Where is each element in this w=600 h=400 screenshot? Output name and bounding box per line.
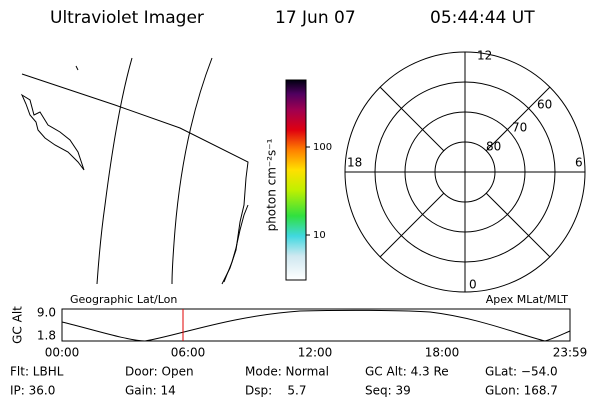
colorbar-tick-label: 100 — [313, 142, 332, 153]
orbit-left-title: Geographic Lat/Lon — [70, 293, 177, 306]
orbit-panel — [61, 308, 571, 342]
colorbar — [285, 79, 307, 281]
mlt-label: 12 — [477, 49, 492, 63]
orbit-xtick-label: 23:59 — [553, 346, 588, 360]
info-field: GLon: 168.7 — [485, 384, 558, 398]
info-field: IP: 36.0 — [10, 384, 55, 398]
info-field: Flt: LBHL — [10, 365, 64, 379]
polar-grid — [344, 51, 586, 293]
info-field: Seq: 39 — [365, 384, 411, 398]
info-field: Gain: 14 — [125, 384, 176, 398]
orbit-ytick-label: 1.8 — [37, 329, 56, 343]
mlt-label: 18 — [347, 156, 362, 170]
map — [20, 57, 249, 285]
title: Ultraviolet Imager — [50, 8, 204, 28]
orbit-right-title: Apex MLat/MLT — [486, 293, 569, 306]
time: 05:44:44 UT — [430, 8, 535, 28]
orbit-altitude — [61, 309, 571, 342]
mlat-label: 80 — [486, 140, 501, 154]
orbit-xtick-label: 12:00 — [298, 346, 333, 360]
mlat-label: 60 — [537, 98, 552, 112]
info-field: Door: Open — [125, 365, 194, 379]
mlt-label: 6 — [575, 156, 583, 170]
colorbar-label: photon cm⁻²s⁻¹ — [265, 138, 279, 231]
info-field: Mode: Normal — [245, 365, 329, 379]
orbit-xtick-label: 00:00 — [45, 346, 80, 360]
colorbar-tick-label: 10 — [313, 230, 326, 241]
orbit-ylabel: GC Alt — [11, 306, 25, 344]
info-field: GLat: −54.0 — [485, 365, 558, 379]
orbit-xtick-label: 18:00 — [425, 346, 460, 360]
mlat-label: 70 — [512, 121, 527, 135]
orbit-xtick-label: 06:00 — [171, 346, 206, 360]
orbit-ytick-label: 9.0 — [37, 306, 56, 320]
info-field: Dsp: 5.7 — [245, 384, 307, 398]
info-field: GC Alt: 4.3 Re — [365, 365, 449, 379]
mlt-label: 0 — [469, 278, 477, 292]
date: 17 Jun 07 — [275, 8, 356, 28]
info-panel: Flt: LBHL Door: Open Mode: Normal GC Alt: 4… — [10, 365, 558, 398]
